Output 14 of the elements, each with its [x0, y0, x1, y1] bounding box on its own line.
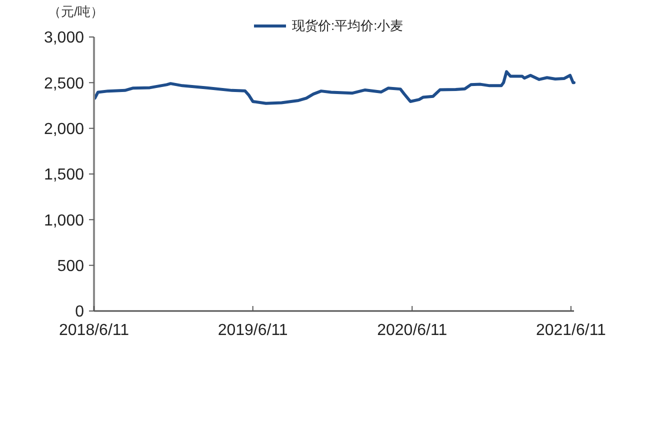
y-tick-label: 1,500	[44, 166, 84, 184]
y-tick-label: 1,000	[44, 212, 84, 230]
y-tick-label: 2,000	[44, 120, 84, 138]
y-axis-title: （元/吨）	[48, 4, 104, 19]
line-series	[93, 70, 576, 105]
y-tick-label: 0	[75, 304, 84, 321]
y-tick-label: 500	[57, 258, 84, 275]
x-tick-label: 2019/6/11	[218, 322, 288, 339]
legend-label: 现货价:平均价:小麦	[292, 18, 404, 33]
x-tick-label: 2018/6/11	[59, 322, 130, 339]
y-tick-label: 3,000	[44, 30, 84, 47]
y-tick-label: 2,500	[44, 75, 84, 92]
x-tick-label: 2021/6/11	[536, 322, 606, 339]
x-tick-label: 2020/6/11	[377, 322, 448, 339]
